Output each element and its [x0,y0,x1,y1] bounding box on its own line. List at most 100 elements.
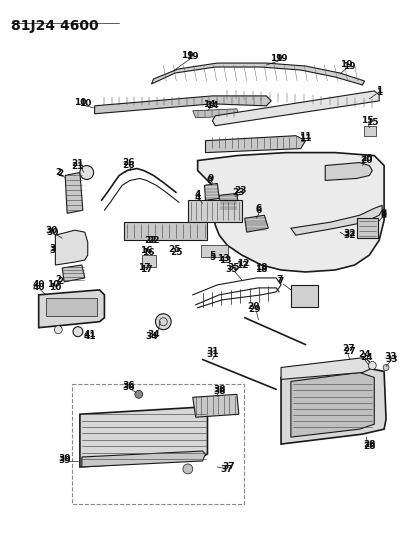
FancyBboxPatch shape [46,298,96,316]
Text: 19: 19 [340,60,353,69]
Text: 29: 29 [248,305,261,314]
Polygon shape [291,373,374,437]
Text: 22: 22 [144,236,157,245]
Polygon shape [204,183,219,200]
Polygon shape [219,193,239,212]
Text: 23: 23 [234,186,247,195]
Text: 20: 20 [360,154,373,163]
Polygon shape [80,407,208,467]
FancyBboxPatch shape [291,285,318,307]
Text: 38: 38 [213,385,226,394]
Polygon shape [198,152,384,272]
Text: 24: 24 [360,353,373,362]
Polygon shape [55,230,88,265]
Circle shape [73,327,83,337]
FancyBboxPatch shape [357,218,378,238]
Text: 8: 8 [381,209,387,218]
Text: 40: 40 [32,280,45,289]
Text: 11: 11 [299,132,312,141]
Circle shape [54,326,62,334]
Text: 22: 22 [147,236,160,245]
Text: 18: 18 [255,265,268,274]
Text: 39: 39 [59,455,72,464]
Polygon shape [281,367,386,444]
FancyBboxPatch shape [142,255,156,267]
Text: 15: 15 [366,118,378,127]
Text: 26: 26 [123,158,135,167]
Text: 39: 39 [59,456,72,465]
Text: 25: 25 [170,247,182,256]
Polygon shape [325,163,372,181]
Text: 10: 10 [49,284,62,293]
Text: 31: 31 [206,347,219,356]
Text: 12: 12 [238,259,250,268]
Text: 19: 19 [344,61,356,70]
Circle shape [80,166,94,180]
Text: 19: 19 [182,51,194,60]
Text: 1: 1 [376,88,382,98]
Text: 32: 32 [344,229,356,238]
Text: 5: 5 [209,253,216,262]
Polygon shape [152,63,364,85]
Polygon shape [281,358,369,379]
Polygon shape [65,173,83,213]
Text: 2: 2 [55,168,62,177]
Text: 20: 20 [360,156,373,165]
Text: 6: 6 [255,206,262,215]
Circle shape [156,314,171,330]
Text: 27: 27 [344,347,356,356]
Text: 2: 2 [57,169,63,178]
Text: 15: 15 [361,116,374,125]
Text: 33: 33 [385,352,397,361]
Text: 41: 41 [83,332,96,341]
Text: 27: 27 [342,344,355,353]
Text: 30: 30 [45,225,58,235]
FancyBboxPatch shape [124,222,208,240]
Text: 36: 36 [123,383,135,392]
Polygon shape [62,265,85,282]
Text: 41: 41 [83,330,96,339]
Polygon shape [193,394,239,417]
Text: 33: 33 [386,355,398,364]
Text: 31: 31 [206,350,219,359]
Text: 24: 24 [358,350,371,359]
Text: 81J24 4600: 81J24 4600 [11,19,99,33]
Text: 37: 37 [221,465,234,474]
Text: 14: 14 [206,101,219,110]
Text: 7: 7 [278,277,284,286]
FancyBboxPatch shape [364,126,376,136]
FancyBboxPatch shape [200,245,228,257]
Text: 28: 28 [363,441,376,450]
Circle shape [383,365,389,370]
Circle shape [183,464,193,474]
Text: 21: 21 [72,159,84,168]
Text: 12: 12 [236,261,248,270]
Text: 9: 9 [206,176,213,185]
Text: 17: 17 [138,263,151,272]
FancyBboxPatch shape [188,200,242,222]
Text: 38: 38 [213,387,226,396]
Text: 13: 13 [217,254,230,263]
Circle shape [368,361,376,369]
Text: 28: 28 [363,440,376,449]
Text: 8: 8 [381,211,387,220]
Text: 4: 4 [194,190,201,199]
Text: 14: 14 [203,100,216,109]
Polygon shape [82,451,206,467]
Polygon shape [206,136,306,152]
Text: 4: 4 [194,193,201,202]
Circle shape [135,390,143,398]
Text: 19: 19 [186,52,199,61]
Polygon shape [245,215,268,232]
Text: 9: 9 [207,174,214,183]
Text: 32: 32 [344,231,356,240]
Text: 37: 37 [223,463,235,472]
Text: 13: 13 [219,255,231,264]
Text: 30: 30 [46,228,59,237]
Text: 35: 35 [226,265,238,274]
Text: 18: 18 [255,263,268,272]
Text: 19: 19 [270,54,282,62]
Text: 3: 3 [49,246,56,255]
Text: 10: 10 [74,99,86,107]
Text: 5: 5 [209,251,216,260]
